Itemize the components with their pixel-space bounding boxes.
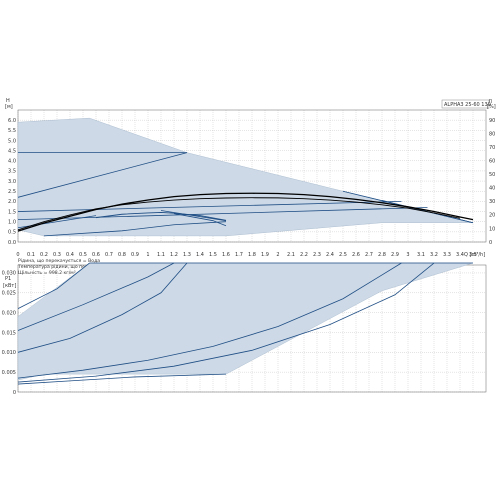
top-y-tick-label: 3.0	[8, 179, 16, 185]
power-curve	[17, 262, 402, 379]
top-operating-envelope	[17, 117, 474, 237]
top-x-tick-label: 1.7	[235, 252, 243, 258]
bottom-operating-envelope	[17, 262, 474, 381]
eta-tick-label: 10	[489, 226, 495, 232]
top-x-tick-label: 0.3	[53, 252, 61, 258]
top-x-tick-label: 0	[16, 252, 19, 258]
eta-tick-label: 90	[489, 118, 495, 124]
top-x-tick-label: 3.3	[443, 252, 451, 258]
top-x-tick-label: 1.5	[209, 252, 217, 258]
eta-tick-label: 40	[489, 186, 495, 192]
top-y-tick-label: 1.5	[8, 209, 16, 215]
top-x-tick-label: 2.5	[339, 252, 347, 258]
efficiency-curve	[17, 192, 474, 232]
head-curve	[43, 221, 227, 237]
top-x-tick-label: 3.5	[469, 252, 477, 258]
bottom-y-tick-label: 0.030	[2, 271, 16, 277]
eta-tick-label: 50	[489, 172, 495, 178]
top-x-tick-label: 0.6	[92, 252, 100, 258]
top-x-tick-label: 1.9	[261, 252, 269, 258]
bottom-y-tick-label: 0.010	[2, 350, 16, 356]
head-curve	[17, 200, 402, 212]
p1-axis-unit: [кВт]	[3, 283, 16, 289]
q-axis-label: Q [m³/h]	[464, 252, 485, 258]
top-x-tick-label: 0.5	[79, 252, 87, 258]
top-x-tick-label: 3.4	[456, 252, 464, 258]
h-axis-label: H	[6, 98, 10, 104]
fluid-note-2: Температура рідини, що перекачується = 2…	[17, 264, 134, 270]
head-curve	[160, 210, 227, 222]
top-x-tick-label: 2.2	[300, 252, 308, 258]
top-x-tick-label: 0.2	[40, 252, 48, 258]
top-x-tick-label: 3	[406, 252, 409, 258]
title-box	[441, 99, 490, 109]
top-x-tick-label: 2.6	[352, 252, 360, 258]
eta-tick-label: 70	[489, 145, 495, 151]
chart-title: ALPHA3 25-60 130	[444, 102, 491, 108]
head-curve	[173, 213, 227, 227]
top-x-tick-label: 3.2	[430, 252, 438, 258]
top-y-tick-label: 3.5	[8, 169, 16, 175]
top-y-tick-label: 2.0	[8, 199, 16, 205]
power-curve	[17, 262, 188, 353]
power-curve	[17, 262, 90, 310]
top-y-tick-label: 5.0	[8, 138, 16, 144]
eta-tick-label: 80	[489, 131, 495, 137]
top-x-tick-label: 1.6	[222, 252, 230, 258]
top-x-tick-label: 0.4	[66, 252, 74, 258]
top-x-tick-label: 2	[276, 252, 279, 258]
top-x-tick-label: 1	[146, 252, 149, 258]
power-curve	[17, 262, 435, 383]
top-x-tick-label: 2.8	[378, 252, 386, 258]
eta-tick-label: 20	[489, 213, 495, 219]
head-curve	[17, 152, 188, 198]
top-x-tick-label: 2.9	[391, 252, 399, 258]
power-curve	[17, 373, 227, 385]
p1-axis-label: P1	[5, 276, 11, 282]
top-y-tick-label: 4.0	[8, 159, 16, 165]
head-curve	[17, 207, 428, 221]
eta-tick-label: 60	[489, 159, 495, 165]
bottom-y-tick-label: 0.015	[2, 330, 16, 336]
top-x-tick-label: 1.3	[183, 252, 191, 258]
top-x-tick-label: 2.1	[287, 252, 295, 258]
h-axis-unit: [м]	[5, 104, 13, 110]
top-y-tick-label: 4.5	[8, 148, 16, 154]
top-y-tick-label: 0.5	[8, 230, 16, 236]
top-y-tick-label: 6.0	[8, 118, 16, 124]
top-x-tick-label: 2.3	[313, 252, 321, 258]
top-y-tick-label: 2.5	[8, 189, 16, 195]
fluid-note-1: Рідина, що перекачується = Вода	[18, 258, 100, 264]
top-x-tick-label: 3.1	[417, 252, 425, 258]
top-x-tick-label: 1.2	[170, 252, 178, 258]
top-x-tick-label: 1.1	[157, 252, 165, 258]
top-x-tick-label: 0.7	[105, 252, 113, 258]
top-x-tick-label: 2.4	[326, 252, 334, 258]
efficiency-curve	[17, 197, 461, 231]
top-y-tick-label: 5.5	[8, 128, 16, 134]
eta-axis-label: η	[489, 98, 492, 104]
eta-axis-unit: [%]	[487, 104, 496, 110]
top-x-tick-label: 0.9	[131, 252, 139, 258]
top-x-tick-label: 0.8	[118, 252, 126, 258]
eta-tick-label: 30	[489, 199, 495, 205]
power-curve	[17, 262, 175, 331]
top-x-tick-label: 1.8	[248, 252, 256, 258]
top-y-tick-label: 1.0	[8, 219, 16, 225]
bottom-y-tick-label: 0.025	[2, 291, 16, 297]
bottom-y-tick-label: 0.005	[2, 370, 16, 376]
top-y-tick-label: 0.0	[8, 240, 16, 246]
eta-tick-label: 0	[489, 240, 492, 246]
top-x-tick-label: 2.7	[365, 252, 373, 258]
efficiency-curve	[95, 212, 227, 221]
top-x-tick-label: 0.1	[27, 252, 35, 258]
bottom-y-tick-label: 0.020	[2, 310, 16, 316]
plot-layer: 0 0.1 0.2 0.3 0.4 0.5 0.6 0.7 0.8 0.9 1 1.1 1.2 1.3 1.…	[2, 109, 495, 396]
bottom-y-tick-label: 0	[13, 390, 16, 396]
top-x-tick-label: 1.4	[196, 252, 204, 258]
